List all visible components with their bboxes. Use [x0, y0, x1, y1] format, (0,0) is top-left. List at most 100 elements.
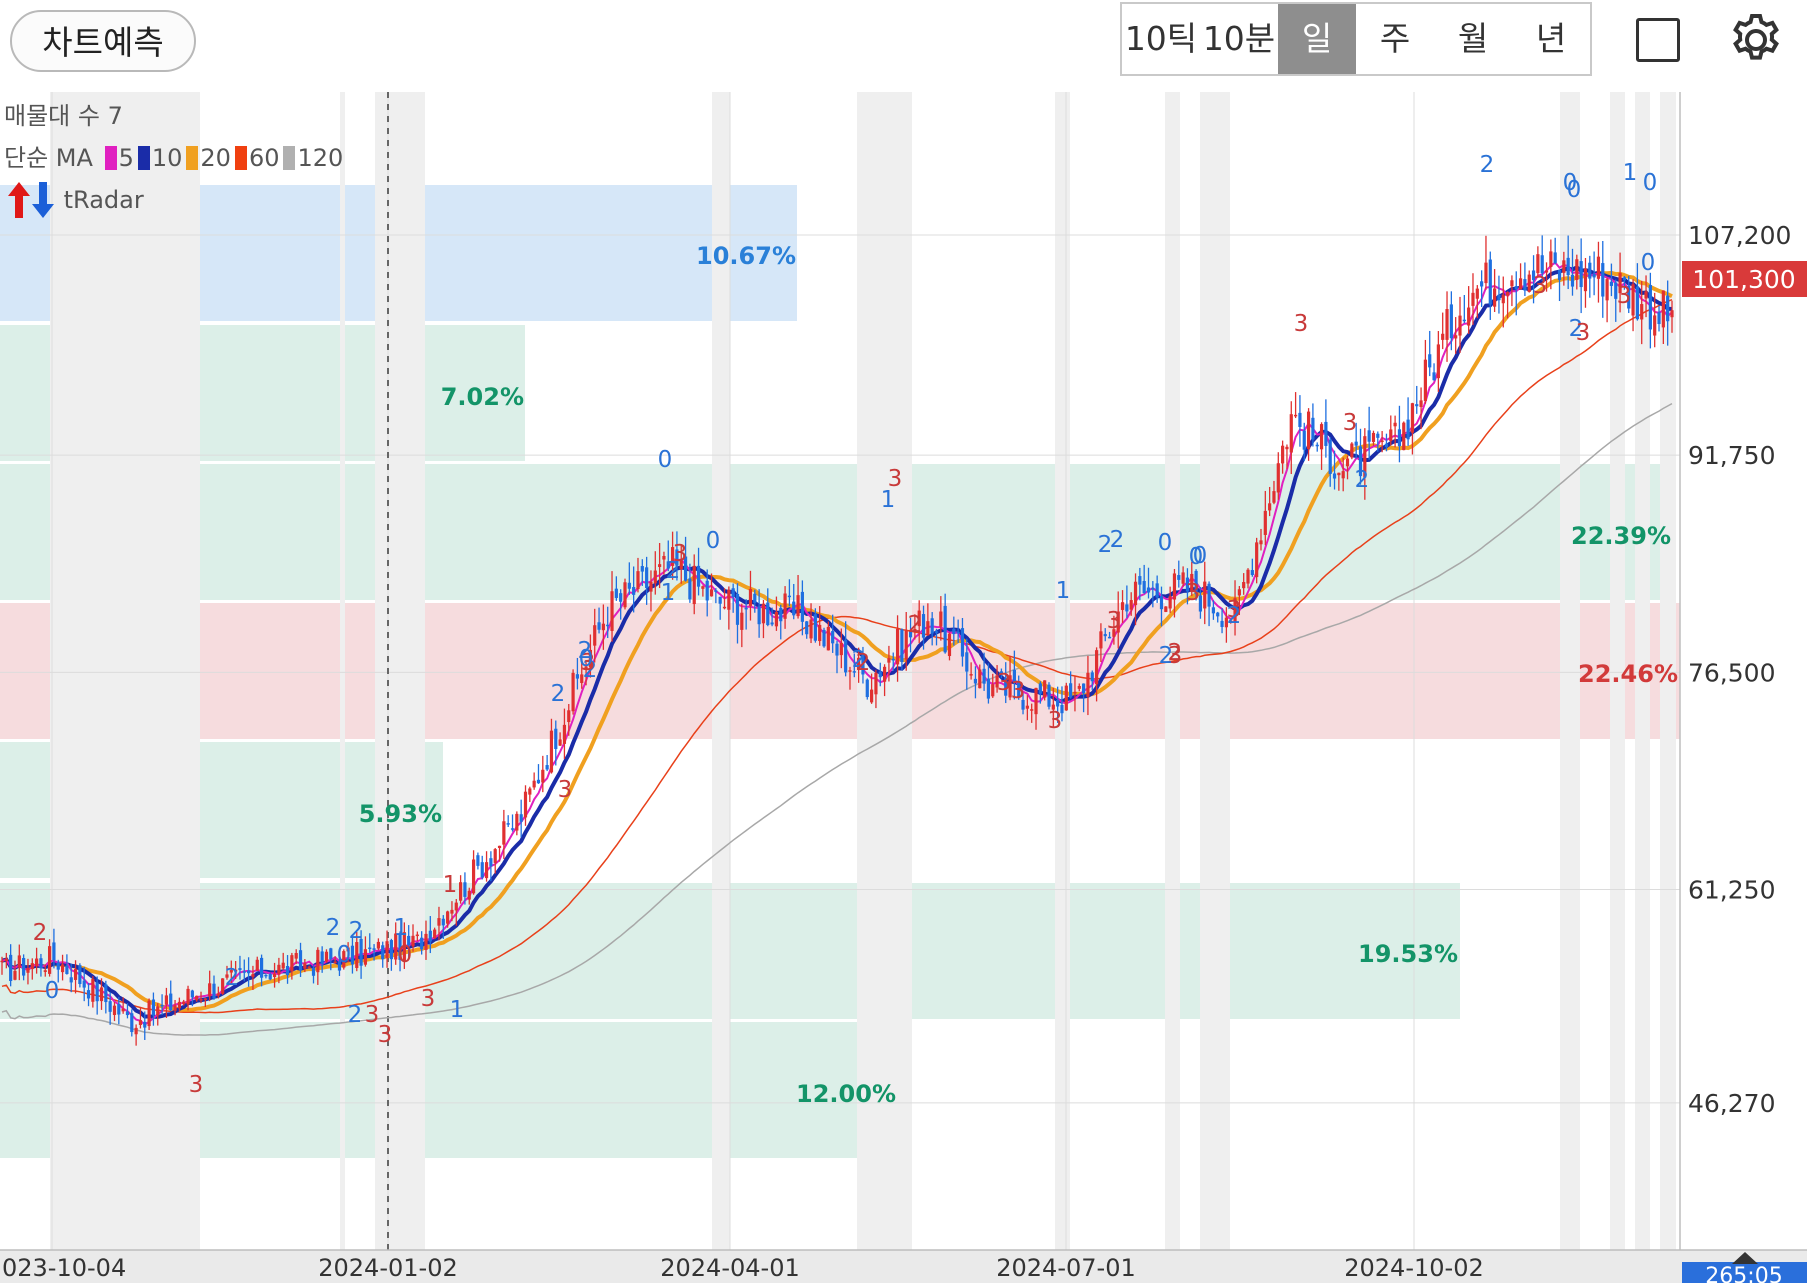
- candle-body: [1229, 620, 1233, 623]
- candle-body: [1237, 589, 1241, 596]
- candle-body: [151, 999, 156, 1016]
- candle-body: [593, 625, 597, 646]
- candle-body: [459, 882, 463, 901]
- candle-body: [952, 628, 956, 635]
- candle-body: [1415, 404, 1419, 407]
- candle-body: [865, 679, 869, 698]
- ma-legend[interactable]: 단순 MA 5 10 20 60 120: [4, 138, 343, 173]
- candle-body: [1549, 251, 1553, 268]
- candle-body: [1557, 270, 1562, 280]
- candle-body: [177, 1001, 181, 1009]
- candle-body: [1376, 433, 1380, 438]
- chart-predict-button[interactable]: 차트예측: [10, 10, 196, 72]
- ma-60-swatch: [234, 146, 247, 170]
- candle-body: [1428, 354, 1432, 368]
- candle-body: [389, 940, 393, 960]
- volume-band-pct-4: 5.93%: [359, 800, 442, 828]
- ma-5-swatch: [104, 146, 117, 170]
- candle-body: [186, 988, 190, 1005]
- candle-body: [104, 984, 108, 1003]
- candle-body: [787, 595, 792, 598]
- ma-10-swatch: [137, 146, 150, 170]
- tradar-legend[interactable]: tRadar: [4, 180, 144, 220]
- candle-body: [978, 669, 982, 689]
- candle-body: [1086, 672, 1090, 697]
- candle-body: [1510, 280, 1514, 287]
- candle-body: [926, 621, 930, 636]
- candle-body: [112, 1005, 117, 1015]
- period-tab-3[interactable]: 주: [1379, 19, 1411, 58]
- candle-body: [904, 630, 908, 660]
- candle-body: [376, 941, 380, 949]
- candle-body: [78, 965, 82, 985]
- candle-body: [1337, 472, 1341, 476]
- crosshair-readout: 265:05: [1705, 1264, 1782, 1283]
- candle-body: [489, 858, 493, 867]
- ma-120-swatch: [283, 146, 296, 170]
- candle-body: [1306, 411, 1311, 450]
- period-tab-5[interactable]: 년: [1535, 19, 1567, 58]
- candle-body: [1341, 471, 1345, 479]
- candle-body: [1380, 440, 1384, 443]
- candle-body: [1164, 606, 1168, 612]
- period-tab-1[interactable]: 10분: [1202, 19, 1276, 58]
- signal-label: 1: [1056, 578, 1071, 604]
- candle-body: [1194, 570, 1198, 595]
- ma-60-label: 60: [248, 144, 280, 172]
- candle-body: [1255, 542, 1259, 578]
- candle-body: [1596, 256, 1601, 279]
- candle-body: [1471, 292, 1475, 306]
- signal-label: 2: [1480, 152, 1495, 178]
- candle-body: [1367, 430, 1371, 442]
- candle-body: [1467, 307, 1471, 326]
- candle-body: [1319, 424, 1324, 450]
- candle-body: [805, 621, 809, 635]
- candle-body: [1216, 612, 1220, 617]
- candle-body: [584, 666, 588, 670]
- candle-body: [1246, 569, 1250, 584]
- signal-label: 2: [856, 650, 871, 676]
- period-tab-4[interactable]: 월: [1457, 19, 1489, 58]
- candle-body: [1220, 620, 1224, 627]
- period-tab-2[interactable]: 일: [1278, 4, 1356, 74]
- candle-body: [1544, 270, 1549, 273]
- signal-label: 2: [852, 647, 867, 673]
- period-tab-0[interactable]: 10틱: [1124, 19, 1198, 58]
- ma-10-label: 10: [151, 144, 183, 172]
- signal-label: 3: [1186, 580, 1201, 606]
- candle-body: [636, 571, 640, 590]
- candle-body: [368, 947, 372, 950]
- signal-label: 3: [1533, 273, 1548, 299]
- candle-body: [753, 593, 757, 604]
- candle-body: [1168, 596, 1172, 609]
- candle-body: [238, 968, 242, 971]
- signal-label: 3: [673, 541, 688, 567]
- candle-body: [917, 610, 921, 627]
- candle-body: [783, 593, 787, 619]
- candle-body: [359, 938, 363, 966]
- candle-body: [1276, 463, 1280, 493]
- current-price-badge: [1682, 261, 1807, 297]
- candle-body: [515, 813, 519, 831]
- candle-body: [1250, 570, 1254, 576]
- candle-body: [424, 933, 428, 950]
- candle-body: [1056, 699, 1060, 707]
- candle-body: [1181, 572, 1185, 584]
- candle-body: [208, 983, 212, 997]
- candle-body: [1588, 262, 1592, 279]
- candle-body: [1017, 681, 1021, 697]
- candle-body: [17, 955, 21, 968]
- scroll-up-icon[interactable]: [1732, 1252, 1758, 1264]
- candle-body: [1653, 315, 1657, 336]
- candle-body: [1082, 683, 1086, 694]
- candle-body: [744, 607, 748, 610]
- candle-body: [558, 739, 562, 746]
- candle-body: [1531, 270, 1536, 281]
- square-icon[interactable]: [1636, 18, 1680, 62]
- volume-band-pct-2: 22.39%: [1571, 522, 1671, 550]
- tradar-label: tRadar: [63, 186, 144, 214]
- candle-body: [1540, 255, 1544, 274]
- gear-icon[interactable]: [1728, 12, 1784, 68]
- candle-body: [1583, 268, 1588, 292]
